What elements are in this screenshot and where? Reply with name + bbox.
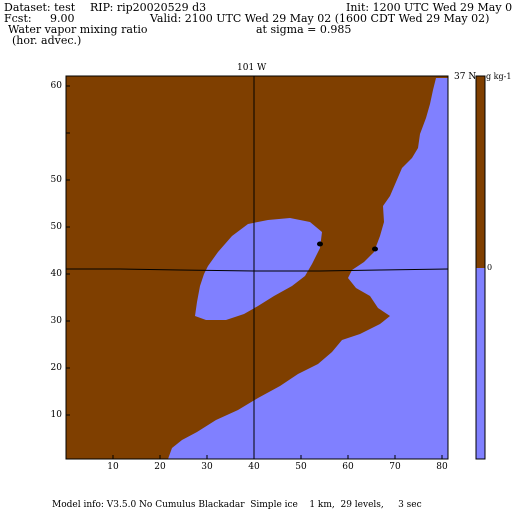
rip-label: RIP: rip20020529 d3: [90, 1, 207, 14]
forecast-label: Fcst:: [4, 12, 32, 25]
map-frame: [65, 75, 449, 460]
station-dot: [317, 241, 323, 247]
x-tick-label: 70: [389, 462, 401, 472]
x-tick-label: 10: [107, 462, 119, 472]
y-tick-label: 30: [50, 316, 62, 326]
colorbar-unit: g kg-1: [486, 72, 512, 81]
colorbar-zero-label: 0: [487, 263, 493, 272]
y-tick-label: 20: [50, 363, 62, 373]
y-tick-label: 50: [50, 175, 62, 185]
x-tick-label: 80: [436, 462, 448, 472]
model-info: Model info: V3.5.0 No Cumulus Blackadar …: [52, 500, 422, 510]
x-tick-marks: [112, 455, 443, 459]
dataset-label: Dataset: test: [4, 1, 76, 14]
longitude-label: 101 W: [237, 63, 267, 73]
latitude-label: 37 N: [454, 72, 477, 82]
y-tick-marks: [66, 85, 70, 416]
y-tick-label: 50: [50, 222, 62, 232]
colorbar-positive: [476, 76, 485, 268]
y-tick-label: 10: [50, 410, 62, 420]
negative-region-east: [168, 78, 448, 459]
sigma-level: at sigma = 0.985: [256, 23, 352, 36]
colorbar-negative: [476, 268, 485, 459]
negative-region-central: [195, 218, 322, 320]
valid-time: Valid: 2100 UTC Wed 29 May 02 (1600 CDT …: [150, 12, 490, 25]
init-time: Init: 1200 UTC Wed 29 May 02: [346, 1, 512, 14]
forecast-hour: 9.00: [50, 12, 75, 25]
x-tick-label: 40: [248, 462, 260, 472]
x-tick-label: 20: [154, 462, 166, 472]
x-tick-label: 30: [201, 462, 213, 472]
colorbar-frame: [475, 75, 486, 460]
latitude-line: [66, 268, 449, 272]
field-description: (hor. advec.): [12, 34, 82, 47]
y-tick-label: 40: [50, 269, 62, 279]
x-tick-label: 60: [342, 462, 354, 472]
station-dot: [372, 246, 378, 252]
x-tick-label: 50: [295, 462, 307, 472]
field-name: Water vapor mixing ratio: [8, 23, 148, 36]
y-tick-label: 60: [50, 81, 62, 91]
